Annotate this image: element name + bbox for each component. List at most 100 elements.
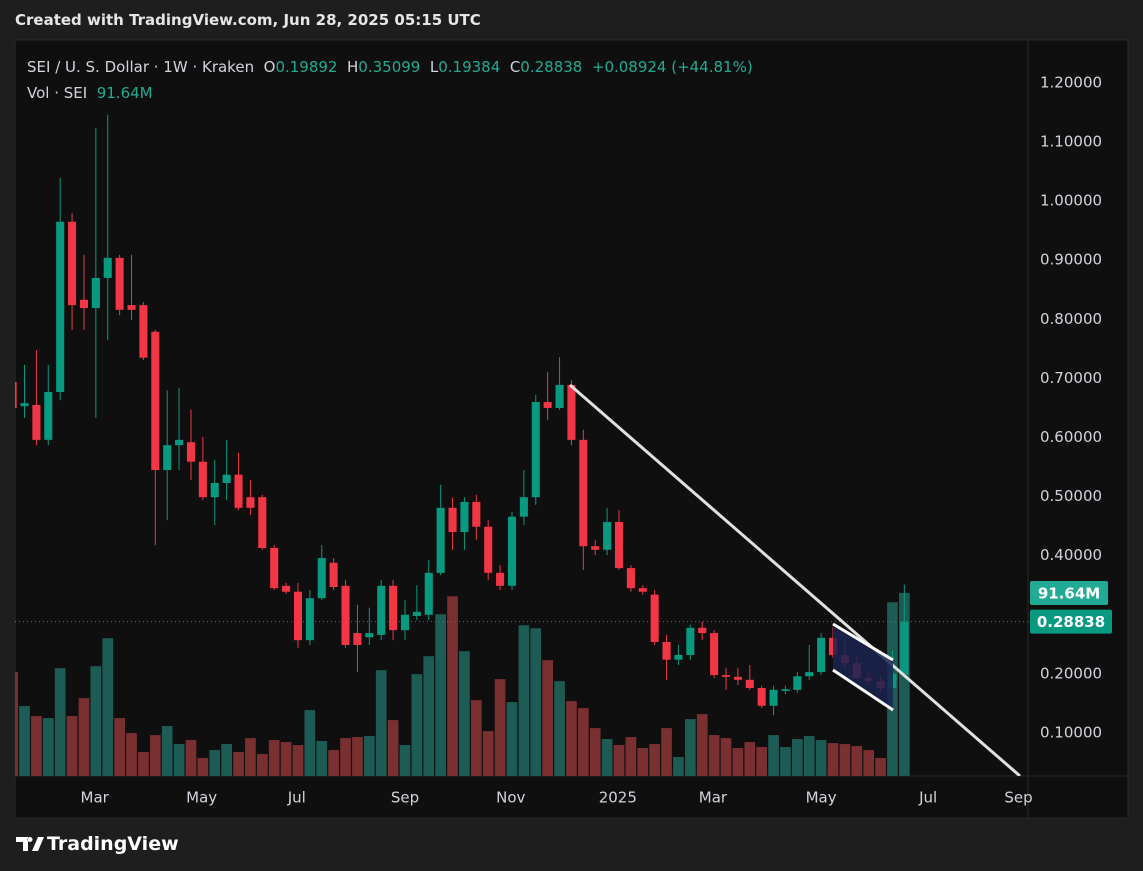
candle-body (424, 572, 433, 615)
volume-bar (126, 733, 137, 776)
candle-body (710, 633, 719, 676)
volume-bar (839, 744, 851, 776)
candle-body (305, 598, 314, 641)
volume-bar (245, 738, 256, 776)
x-tick-label: Sep (391, 789, 419, 807)
candle-body (900, 621, 909, 675)
candle-body (20, 403, 29, 407)
volume-bar (66, 716, 78, 776)
candle-body (614, 521, 624, 569)
symbol-title: SEI / U. S. Dollar · 1W · Kraken (27, 58, 255, 76)
volume-bar (554, 681, 565, 776)
volume-bar (494, 679, 506, 776)
candle-body (151, 331, 160, 470)
volume-bar (875, 758, 886, 776)
volume-bar (268, 740, 280, 776)
volume-bar (708, 735, 720, 776)
candle-body (365, 633, 374, 638)
candle-body (626, 568, 635, 589)
x-tick-label: Mar (81, 789, 110, 807)
volume-bar (90, 666, 102, 776)
volume-bar (423, 656, 435, 776)
candle-body (674, 654, 683, 660)
candle-body (638, 588, 647, 592)
volume-bar (815, 740, 827, 776)
axes: 0.10000 0.20000 0.40000 0.50000 0.60000 0.700… (81, 73, 1112, 807)
volume-bar (399, 745, 411, 776)
volume-bar (42, 718, 54, 776)
candle-body (400, 614, 410, 631)
volume-title: Vol · SEI (27, 84, 88, 102)
volume-bar (292, 745, 304, 776)
volume-bar (173, 744, 185, 776)
y-tick-label: 0.80000 (1040, 310, 1102, 328)
volume-label: 91.64M (1038, 585, 1100, 603)
volume-bar (542, 660, 554, 776)
candle-body (781, 689, 790, 692)
volume-bar (19, 706, 30, 776)
volume-bar (375, 670, 387, 776)
candle-body (258, 497, 267, 549)
volume-bar (661, 728, 672, 776)
drawings (569, 383, 1021, 776)
candle-body (817, 637, 826, 673)
candle-body (686, 627, 695, 655)
candle-body (91, 277, 100, 309)
candle-body (377, 585, 386, 635)
candle-body (698, 627, 707, 634)
candle-body (460, 501, 469, 533)
candle-body (496, 572, 505, 586)
volume-bar (31, 716, 42, 776)
volume-bar (447, 596, 458, 776)
volume-pane (15, 593, 910, 776)
volume-bar (363, 736, 375, 776)
y-tick-label: 0.10000 (1040, 723, 1102, 741)
candle-body (579, 439, 588, 547)
ohlc-value: 0.28838 (520, 58, 583, 76)
channel-line (832, 668, 894, 712)
logo (16, 837, 44, 851)
footer-brand: TradingView (47, 833, 179, 855)
y-tick-label: 1.20000 (1040, 73, 1102, 91)
volume-bar (625, 737, 637, 776)
candle-body (805, 672, 814, 677)
ohlc-letter: C (509, 58, 521, 76)
candle-body (436, 507, 445, 573)
volume-bar (684, 719, 696, 776)
volume-value: 91.64M (96, 84, 153, 102)
volume-bar (340, 738, 351, 776)
volume-bar (768, 735, 779, 776)
price-label: 0.28838 (1037, 613, 1105, 631)
volume-bar (530, 628, 542, 776)
volume-bar (161, 726, 173, 776)
y-tick-label: 0.40000 (1040, 546, 1102, 564)
candle-body (472, 501, 481, 527)
volume-bar (352, 737, 363, 776)
volume-bar (756, 747, 768, 776)
volume-bar (316, 741, 328, 776)
volume-bar (221, 744, 232, 776)
volume-bar (566, 701, 577, 776)
candle-body (103, 257, 112, 278)
volume-bar (613, 745, 625, 776)
legend-row: SEI / U. S. Dollar · 1W · Kraken O0.1989… (27, 54, 753, 80)
legend: SEI / U. S. Dollar · 1W · Kraken O0.1989… (27, 54, 753, 106)
volume-bar (459, 651, 470, 776)
volume-bar (637, 748, 649, 776)
volume-bar (577, 708, 589, 776)
candle-body (68, 221, 77, 306)
volume-bar (744, 742, 756, 776)
volume-bar (673, 757, 684, 776)
volume-bar (280, 742, 292, 776)
candle-body (341, 585, 350, 645)
candle-body (175, 439, 184, 446)
y-tick-label: 0.60000 (1040, 428, 1102, 446)
ohlc-letter: O (263, 58, 276, 76)
candle-body (650, 594, 659, 642)
volume-bar (791, 739, 803, 776)
channel-fill (833, 624, 893, 710)
x-tick-label: May (186, 789, 217, 807)
candle-body (270, 548, 279, 589)
x-tick-label: 2025 (599, 789, 637, 807)
